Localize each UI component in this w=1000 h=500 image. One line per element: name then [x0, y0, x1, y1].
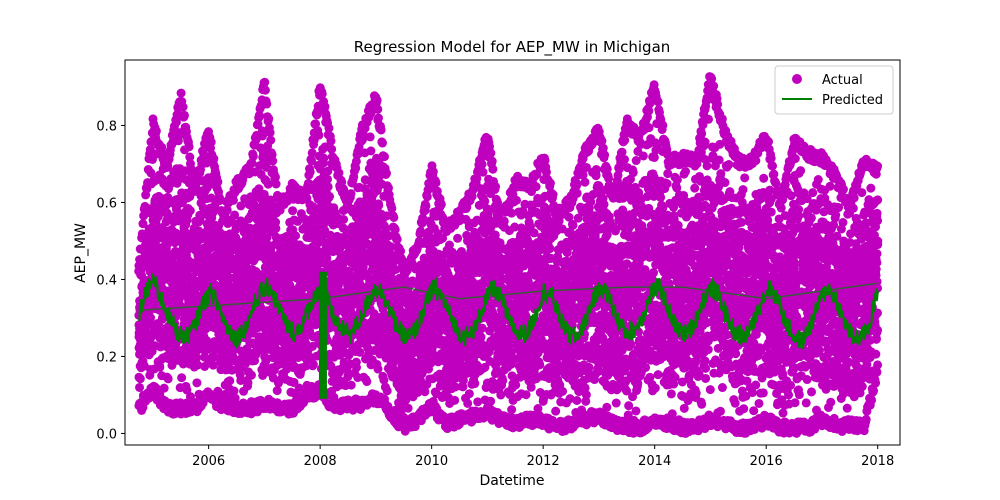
- actual-point: [346, 189, 356, 199]
- actual-point: [271, 223, 281, 233]
- actual-point: [179, 110, 189, 120]
- actual-point: [308, 359, 318, 369]
- actual-point: [185, 206, 195, 216]
- actual-point: [192, 378, 202, 388]
- actual-point: [352, 362, 362, 372]
- actual-point: [135, 382, 145, 392]
- actual-point: [486, 148, 496, 158]
- actual-point: [365, 132, 375, 142]
- actual-point: [163, 374, 173, 384]
- actual-point: [362, 377, 372, 387]
- actual-point: [146, 332, 156, 342]
- actual-point: [453, 233, 463, 243]
- actual-point: [177, 373, 187, 383]
- actual-point: [264, 114, 274, 124]
- actual-point: [486, 396, 496, 406]
- actual-point: [206, 137, 216, 147]
- actual-point: [213, 177, 223, 187]
- actual-point: [381, 168, 391, 178]
- actual-point: [260, 77, 270, 87]
- actual-point: [428, 167, 438, 177]
- actual-point: [138, 219, 148, 229]
- actual-point: [326, 136, 336, 146]
- actual-point: [464, 389, 474, 399]
- actual-point: [346, 380, 356, 390]
- actual-point: [478, 167, 488, 177]
- plot-area: [124, 59, 901, 446]
- actual-point: [499, 216, 509, 226]
- actual-point: [389, 212, 399, 222]
- actual-point: [470, 379, 480, 389]
- actual-point: [339, 215, 349, 225]
- actual-point: [377, 138, 387, 148]
- actual-point: [373, 113, 383, 123]
- actual-point: [266, 135, 276, 145]
- actual-point: [373, 104, 383, 114]
- actual-point: [184, 142, 194, 152]
- actual-point: [268, 156, 278, 166]
- actual-point: [325, 192, 335, 202]
- actual-point: [246, 370, 256, 380]
- actual-point: [305, 167, 315, 177]
- actual-point: [159, 383, 169, 393]
- actual-point: [403, 403, 413, 413]
- actual-point: [487, 156, 497, 166]
- actual-point: [372, 95, 382, 105]
- actual-point: [323, 182, 333, 192]
- actual-point: [291, 231, 301, 241]
- actual-point: [477, 159, 487, 169]
- actual-point: [450, 395, 460, 405]
- actual-point: [146, 313, 156, 323]
- actual-point: [178, 102, 188, 112]
- actual-point: [262, 99, 272, 109]
- actual-point: [146, 168, 156, 178]
- actual-point: [209, 154, 219, 164]
- actual-point: [366, 146, 376, 156]
- actual-point: [436, 199, 446, 209]
- actual-point: [225, 376, 235, 386]
- actual-point: [431, 178, 441, 188]
- actual-point: [324, 123, 334, 133]
- actual-point: [135, 374, 145, 384]
- actual-point: [491, 182, 501, 192]
- actual-point: [271, 179, 281, 189]
- actual-point: [374, 199, 384, 209]
- actual-point: [260, 85, 270, 95]
- actual-point: [151, 126, 161, 136]
- actual-point: [379, 152, 389, 162]
- actual-point: [463, 398, 473, 408]
- actual-point: [488, 164, 498, 174]
- actual-point: [392, 234, 402, 244]
- chart-title: Regression Model for AEP_MW in Michigan: [354, 38, 671, 57]
- actual-point: [272, 386, 282, 396]
- actual-point: [319, 153, 329, 163]
- actual-point: [382, 386, 392, 396]
- actual-point: [248, 151, 258, 161]
- actual-point: [314, 130, 324, 140]
- actual-point: [317, 89, 327, 99]
- actual-point: [376, 125, 386, 135]
- actual-point: [176, 88, 186, 98]
- actual-point: [498, 376, 508, 386]
- actual-point: [288, 206, 298, 216]
- actual-point: [421, 201, 431, 211]
